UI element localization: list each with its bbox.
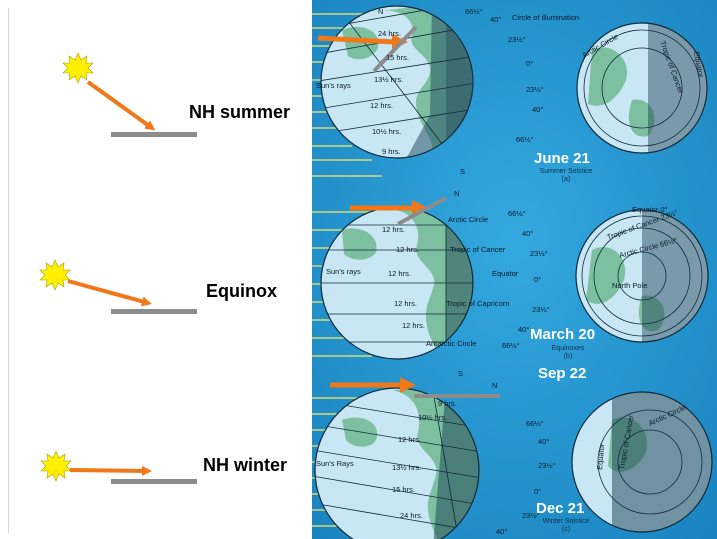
polar-c-0: Equator xyxy=(595,443,606,470)
deg-b-1: 40° xyxy=(522,229,533,238)
pole-n-a: N xyxy=(378,7,383,16)
hours-c-0: 9 hrs. xyxy=(438,399,457,408)
hours-c-2: 12 hrs. xyxy=(398,435,421,444)
hours-b-4: 12 hrs. xyxy=(402,321,425,330)
deg-b-2: 23½° xyxy=(530,249,548,258)
hours-a-0: 24 hrs. xyxy=(378,29,401,38)
overlay-surface-bars xyxy=(372,25,500,398)
summer-solstice-caption: Summer Solstice (a) xyxy=(524,168,608,184)
polar-b-0: Equator 0° xyxy=(632,205,668,214)
hours-a-4: 10½ hrs. xyxy=(372,127,401,136)
suns-rays-b: Sun's rays xyxy=(326,267,361,276)
hours-c-5: 24 hrs. xyxy=(400,511,423,520)
line-b-1: Tropic of Cancer xyxy=(450,245,506,254)
hours-b-2: 12 hrs. xyxy=(388,269,411,278)
summer-solstice-text: Summer Solstice xyxy=(539,168,593,175)
deg-a-4: 23½° xyxy=(526,85,544,94)
deg-a-6: 66½° xyxy=(516,135,534,144)
winter-solstice-sublabel: (c) xyxy=(561,526,571,533)
deg-c-4: 23½° xyxy=(522,511,540,520)
hours-c-3: 13½ hrs. xyxy=(392,463,421,472)
schematic-drawing xyxy=(39,52,197,484)
summer-schematic xyxy=(62,52,197,137)
deg-c-1: 40° xyxy=(538,437,549,446)
polar-b-3: North Pole xyxy=(612,281,647,290)
deg-c-5: 40° xyxy=(496,527,507,536)
line-b-0: Arctic Circle xyxy=(448,215,488,224)
textbook-illustration: Circle of illumination N S Sun's rays 24… xyxy=(312,0,717,539)
line-b-2: Equator xyxy=(492,269,519,278)
label-nh-summer: NH summer xyxy=(189,102,291,122)
hours-a-5: 9 hrs. xyxy=(382,147,401,156)
deg-c-2: 23½° xyxy=(538,461,556,470)
equinoxes-sublabel: (b) xyxy=(563,353,573,360)
sun-icon-equinox xyxy=(39,259,71,291)
hours-b-1: 12 hrs. xyxy=(396,245,419,254)
pole-s-a: S xyxy=(460,167,465,176)
deg-a-0: 66½° xyxy=(465,7,483,16)
deg-a-1: 40° xyxy=(490,15,501,24)
line-b-3: Tropic of Capricorn xyxy=(446,299,510,308)
surface-bar-summer xyxy=(111,132,197,137)
winter-solstice-text: Winter Solstice xyxy=(542,518,590,525)
deg-a-5: 40° xyxy=(532,105,543,114)
deg-c-3: 0° xyxy=(534,487,541,496)
sun-icon-winter xyxy=(40,450,72,482)
date-sep-22: Sep 22 xyxy=(538,365,587,382)
suns-rays-a: Sun's rays xyxy=(316,81,351,90)
label-equinox: Equinox xyxy=(206,281,277,301)
sun-ray-arrow-winter xyxy=(69,465,152,476)
deg-a-3: 0° xyxy=(526,59,533,68)
left-schematic-panel: NH summer Equinox NH winter xyxy=(0,0,312,539)
hours-a-1: 15 hrs. xyxy=(386,53,409,62)
winter-solstice-caption: Winter Solstice (c) xyxy=(524,518,608,534)
deg-a-2: 23½° xyxy=(508,35,526,44)
deg-b-6: 66½° xyxy=(502,341,520,350)
deg-b-5: 40° xyxy=(518,325,529,334)
pole-n-b: N xyxy=(454,189,459,198)
deg-b-3: 0° xyxy=(534,275,541,284)
surface-bar-equinox xyxy=(111,309,197,314)
pole-s-b: S xyxy=(458,369,463,378)
hours-c-1: 10½ hrs. xyxy=(418,413,447,422)
sun-icon-summer xyxy=(62,52,94,84)
illustration-drawing: Circle of illumination N S Sun's rays 24… xyxy=(312,0,717,539)
deg-c-0: 66½° xyxy=(526,419,544,428)
deg-b-4: 23½° xyxy=(532,305,550,314)
sun-ray-arrow-equinox xyxy=(67,279,152,307)
deg-b-0: 66½° xyxy=(508,209,526,218)
slide-border xyxy=(8,8,9,533)
equinox-schematic xyxy=(39,259,197,314)
winter-schematic xyxy=(40,450,197,484)
date-june-21: June 21 xyxy=(534,150,590,167)
date-march-20: March 20 xyxy=(530,326,596,343)
hours-c-4: 15 hrs. xyxy=(392,485,415,494)
equinoxes-text: Equinoxes xyxy=(551,345,585,352)
surface-bar-winter xyxy=(111,479,197,484)
date-dec-21: Dec 21 xyxy=(536,500,585,517)
label-nh-winter: NH winter xyxy=(203,455,288,475)
hours-b-3: 12 hrs. xyxy=(394,299,417,308)
pole-n-c: N xyxy=(492,381,497,390)
equinoxes-caption: Equinoxes (b) xyxy=(526,345,610,361)
circle-of-illumination-text: Circle of illumination xyxy=(512,13,579,22)
hours-a-2: 13½ hrs. xyxy=(374,75,403,84)
suns-rays-c: Sun's Rays xyxy=(316,459,354,468)
line-b-4: Antarctic Circle xyxy=(426,339,476,348)
polar-globe-december xyxy=(572,392,712,532)
summer-solstice-sublabel: (a) xyxy=(561,176,571,183)
hours-a-3: 12 hrs. xyxy=(370,101,393,110)
hours-b-0: 12 hrs. xyxy=(382,225,405,234)
sun-ray-arrow-summer xyxy=(86,80,156,131)
